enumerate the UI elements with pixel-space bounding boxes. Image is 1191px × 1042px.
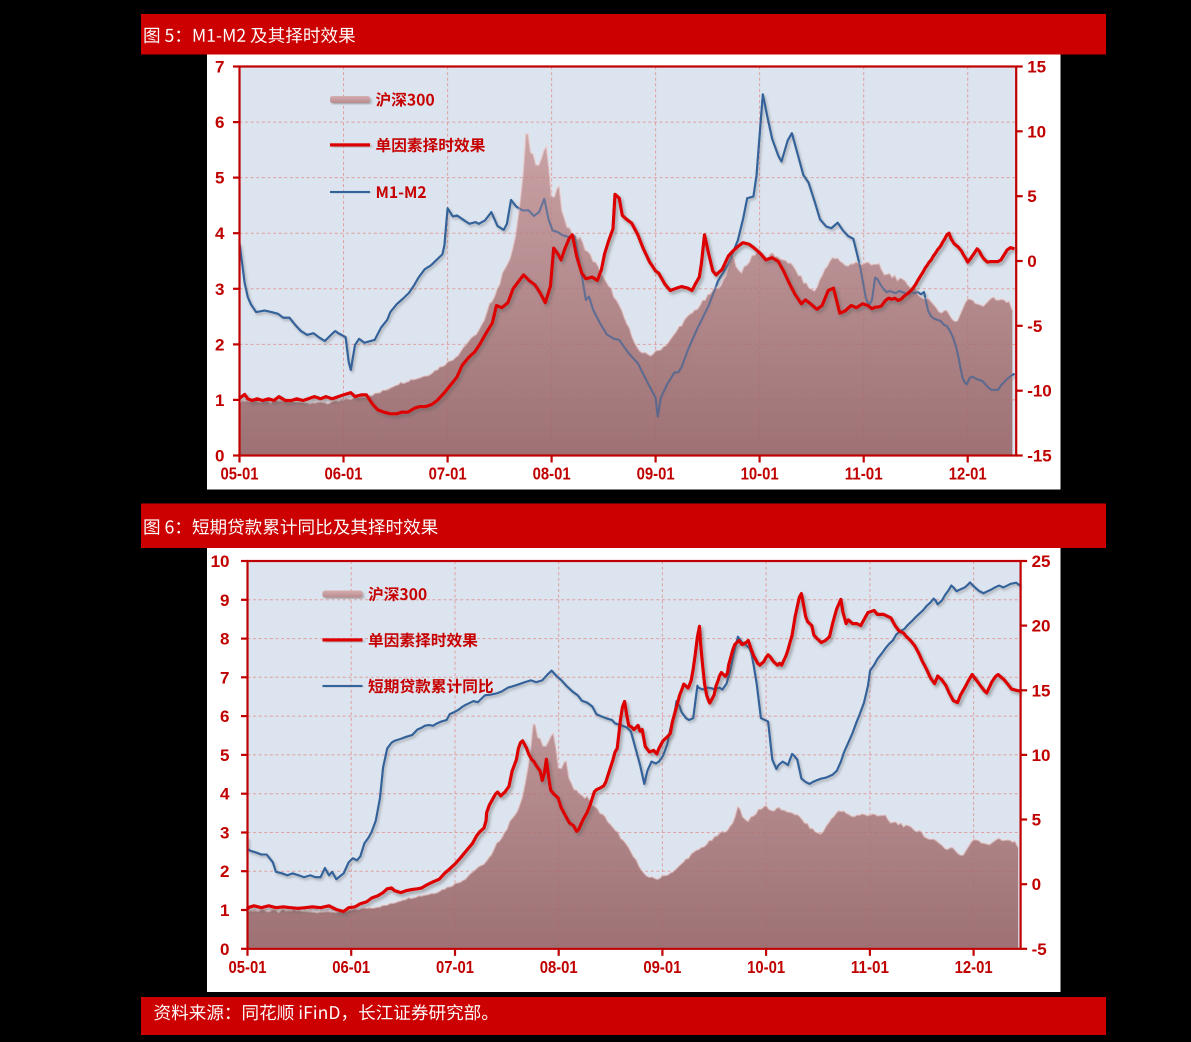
svg-text:4: 4 bbox=[220, 785, 230, 804]
svg-text:08-01: 08-01 bbox=[540, 957, 578, 977]
svg-text:5: 5 bbox=[220, 746, 229, 765]
svg-text:07-01: 07-01 bbox=[436, 957, 474, 977]
svg-text:12-01: 12-01 bbox=[955, 957, 993, 977]
svg-text:2: 2 bbox=[215, 335, 224, 354]
svg-text:20: 20 bbox=[1032, 617, 1051, 636]
svg-text:-10: -10 bbox=[1027, 382, 1052, 401]
svg-text:11-01: 11-01 bbox=[851, 957, 889, 977]
svg-text:5: 5 bbox=[215, 169, 224, 188]
svg-text:0: 0 bbox=[220, 940, 229, 959]
svg-text:5: 5 bbox=[1027, 187, 1036, 206]
svg-text:10: 10 bbox=[1027, 122, 1046, 141]
svg-text:7: 7 bbox=[215, 58, 224, 77]
svg-text:25: 25 bbox=[1032, 552, 1051, 571]
svg-text:0: 0 bbox=[1027, 252, 1036, 271]
svg-text:8: 8 bbox=[220, 630, 229, 649]
svg-text:10-01: 10-01 bbox=[741, 464, 779, 484]
svg-text:15: 15 bbox=[1032, 681, 1051, 700]
svg-text:1: 1 bbox=[220, 901, 229, 920]
svg-text:0: 0 bbox=[1032, 875, 1041, 894]
svg-text:2: 2 bbox=[220, 862, 229, 881]
svg-text:05-01: 05-01 bbox=[221, 464, 259, 484]
svg-text:5: 5 bbox=[1032, 811, 1041, 830]
svg-text:6: 6 bbox=[220, 707, 229, 726]
svg-text:6: 6 bbox=[215, 113, 224, 132]
svg-text:10: 10 bbox=[211, 552, 230, 571]
svg-text:3: 3 bbox=[220, 824, 229, 843]
svg-text:3: 3 bbox=[215, 280, 224, 299]
svg-text:09-01: 09-01 bbox=[643, 957, 681, 977]
svg-text:0: 0 bbox=[215, 447, 224, 466]
svg-text:11-01: 11-01 bbox=[845, 464, 883, 484]
svg-text:-5: -5 bbox=[1032, 940, 1047, 959]
svg-text:06-01: 06-01 bbox=[332, 957, 370, 977]
svg-text:15: 15 bbox=[1027, 58, 1046, 77]
svg-text:08-01: 08-01 bbox=[533, 464, 571, 484]
svg-text:7: 7 bbox=[220, 668, 229, 687]
svg-text:1: 1 bbox=[215, 391, 224, 410]
svg-text:10-01: 10-01 bbox=[747, 957, 785, 977]
svg-text:09-01: 09-01 bbox=[637, 464, 675, 484]
svg-text:12-01: 12-01 bbox=[949, 464, 987, 484]
svg-text:-15: -15 bbox=[1027, 447, 1052, 466]
svg-text:4: 4 bbox=[215, 224, 225, 243]
svg-text:-5: -5 bbox=[1027, 317, 1042, 336]
svg-text:9: 9 bbox=[220, 591, 229, 610]
svg-text:05-01: 05-01 bbox=[229, 957, 267, 977]
svg-text:10: 10 bbox=[1032, 746, 1051, 765]
svg-text:06-01: 06-01 bbox=[325, 464, 363, 484]
svg-text:07-01: 07-01 bbox=[429, 464, 467, 484]
